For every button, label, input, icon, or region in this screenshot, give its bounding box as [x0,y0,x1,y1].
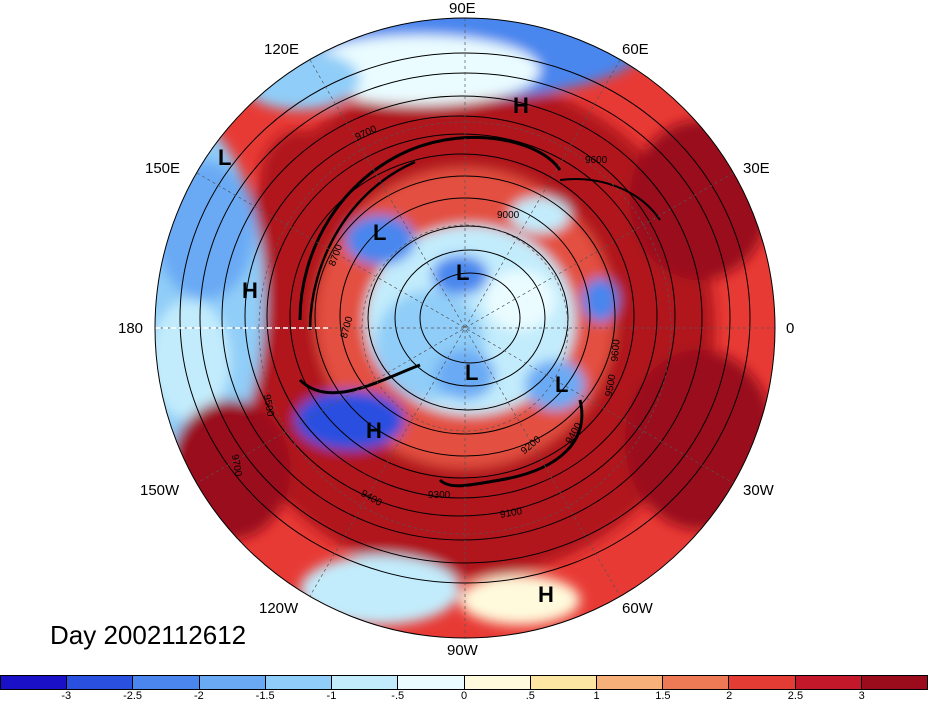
lon-label-90w: 90W [447,642,478,659]
graticule [155,18,775,638]
colorbar [0,675,928,690]
colorbar-swatch [1,676,68,689]
colorbar-tick-label: 0 [460,690,468,702]
colorbar-swatch [199,676,266,689]
colorbar-swatch [464,676,531,689]
polar-map [154,17,776,639]
colorbar-swatch [265,676,333,689]
colorbar-tick-label: -1.5 [255,690,275,702]
colorbar-tick-label: 1 [593,690,600,702]
colorbar-tick-label: -.5 [391,690,405,702]
pressure-low-marker: L [373,220,387,245]
pressure-low-marker: L [218,145,232,170]
colorbar-swatch [861,676,928,689]
contour-label: 9600 [585,155,608,166]
colorbar-swatch [663,676,730,689]
pressure-high-marker: H [242,278,258,303]
colorbar-swatch [795,676,862,689]
contour-label: 9000 [497,210,520,221]
colorbar-tick-label: 2 [726,690,733,702]
height-contours [179,52,751,584]
colorbar-tick-label: 1.5 [655,690,671,702]
pressure-high-marker: H [538,582,554,607]
lon-label-30e: 30E [743,160,770,177]
colorbar-tick-label: .5 [525,690,535,702]
lon-label-60w: 60W [622,600,653,617]
lon-label-180: 180 [118,320,144,337]
colorbar-tick-label: 3 [858,690,865,702]
colorbar-tick-label: 2.5 [787,690,804,702]
colorbar-swatch [133,676,200,689]
lon-label-150e: 150E [145,160,181,177]
colorbar-swatch [596,676,664,689]
map-title: Day 2002112612 [50,620,247,650]
lon-label-120w: 120W [259,600,299,617]
pressure-low-marker: L [456,260,470,285]
colorbar-swatch [67,676,134,689]
colorbar-swatch [530,676,597,689]
colorbar-tick-label: -3 [61,690,72,702]
lon-label-150w: 150W [140,482,180,499]
colorbar-swatch [398,676,465,689]
lon-label-120e: 120E [264,41,300,58]
lon-label-90e: 90E [449,0,476,17]
colorbar-swatch [332,676,399,689]
contour-label: 9600 [609,338,623,363]
lon-label-60e: 60E [622,41,649,58]
pressure-low-marker: L [465,360,479,385]
pressure-high-marker: H [366,418,382,443]
colorbar-swatch [729,676,796,689]
colorbar-tick-label: -2.5 [123,690,143,702]
pressure-low-marker: L [555,372,569,397]
pressure-high-marker: H [513,93,529,118]
lon-label-0: 0 [786,320,795,337]
contour-label: 9300 [428,490,451,501]
colorbar-tick-label: -2 [193,690,204,702]
anomaly-field [155,18,775,638]
lon-label-30w: 30W [743,482,774,499]
colorbar-tick-label: -1 [326,690,337,702]
map-boundary [154,17,776,639]
